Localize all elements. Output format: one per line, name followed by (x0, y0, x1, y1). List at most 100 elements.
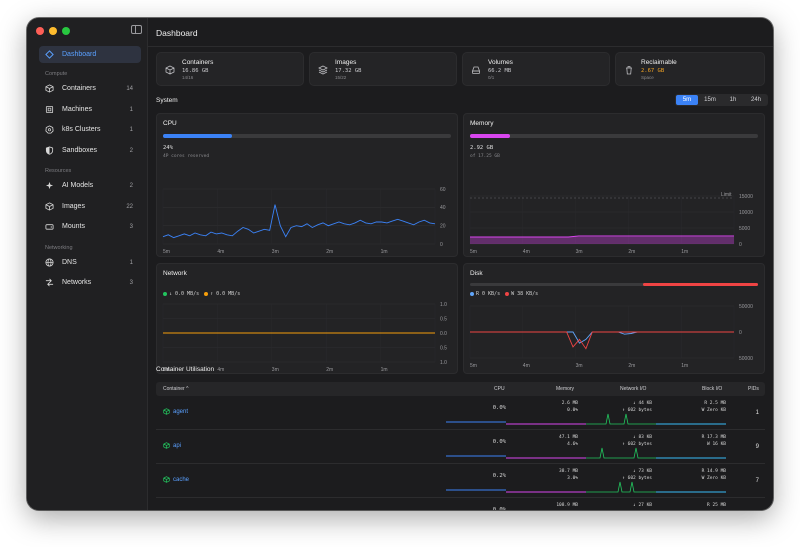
sidebar-item-containers[interactable]: Containers 14 (39, 80, 141, 97)
y-tick-label: 10000 (739, 210, 753, 216)
memory-cell: 2.6 MB (561, 401, 578, 406)
sidebar-item-ai-models[interactable]: AI Models 2 (39, 177, 141, 194)
memory-chart: 15000 10000 5000 0 5m 4m 3m 2m 1m Limit (469, 192, 753, 255)
x-tick-label: 3m (576, 363, 583, 369)
range-5m-button[interactable]: 5m (676, 95, 698, 105)
block-read-cell: R 17.3 MB (701, 435, 726, 440)
stat-label: Reclaimable (641, 59, 677, 66)
x-tick-label: 4m (217, 367, 224, 373)
cpu-cell: 0.0% (492, 507, 506, 510)
sidebar-item-mounts[interactable]: Mounts 3 (39, 218, 141, 235)
legend-down: ↓ 0.0 MB/s (163, 291, 199, 297)
column-header-container[interactable]: Container ^ (163, 386, 189, 392)
stat-card-containers[interactable]: Containers 16.86 GB 14/16 (156, 52, 304, 86)
cube-icon (45, 84, 54, 93)
network-icon (45, 278, 54, 287)
memory-usage-bar (470, 134, 758, 138)
y-tick-label: 1.0 (440, 360, 447, 366)
sidebar-item-networks[interactable]: Networks 3 (39, 274, 141, 291)
container-name-label: cache (173, 476, 190, 483)
sidebar-item-machines[interactable]: Machines 1 (39, 101, 141, 118)
series-area (470, 235, 734, 244)
sidebar-item-label: AI Models (62, 182, 94, 189)
column-header-memory[interactable]: Memory (556, 386, 575, 392)
stat-sub: Space (641, 75, 654, 80)
table-row[interactable]: api 0.0% 47.1 MB 4.6% ↓ 83 KB ↑ 602 bytes R 17… (156, 430, 765, 464)
row-sparklines (446, 481, 726, 493)
x-tick-label: 4m (523, 363, 530, 369)
block-read-cell: R 14.9 MB (701, 469, 726, 474)
sidebar-item-dns[interactable]: DNS 1 (39, 254, 141, 271)
pids-cell: 7 (755, 478, 759, 484)
column-header-pids[interactable]: PIDs (748, 386, 759, 392)
globe-icon (45, 258, 54, 267)
cpu-cell: 0.2% (492, 473, 506, 479)
machine-icon (45, 105, 54, 114)
stat-card-images[interactable]: Images 17.32 GB 15/22 (309, 52, 457, 86)
minimize-window-button[interactable] (49, 27, 57, 35)
panel-title: Disk (470, 270, 483, 277)
disk-activity-bar (470, 283, 758, 286)
cpu-value: 24% (163, 145, 173, 151)
network-out-cell: ↑ 602 bytes (622, 442, 652, 447)
table-row[interactable]: cache 0.2% 38.7 MB 3.0% ↓ 73 KB ↑ 602 bytes R … (156, 464, 765, 498)
container-name-label: api (173, 442, 182, 449)
network-panel: Network ↓ 0.0 MB/s ↑ 0.0 MB/s 1.0 0.5 0.0 0… (156, 263, 458, 374)
stat-label: Volumes (488, 59, 513, 66)
table-row[interactable]: 0.0% 108.9 MB ↓ 27 KB R 25 MB (156, 498, 765, 510)
range-1h-button[interactable]: 1h (729, 97, 737, 103)
x-tick-label: 5m (470, 363, 477, 369)
sidebar-item-sandboxes[interactable]: Sandboxes 2 (39, 142, 141, 159)
sidebar-item-dashboard[interactable]: Dashboard (39, 46, 141, 63)
range-24h-button[interactable]: 24h (750, 97, 761, 103)
container-name-label: agent (173, 408, 189, 415)
images-icon (45, 202, 54, 211)
zoom-window-button[interactable] (62, 27, 70, 35)
y-tick-label: 60 (440, 187, 446, 193)
x-tick-label: 3m (272, 367, 279, 373)
stat-card-reclaimable[interactable]: Reclaimable 2.67 GB Space (615, 52, 765, 86)
app-window: Dashboard Compute Containers 14 Machines… (27, 18, 773, 510)
stat-label: Images (335, 59, 357, 66)
table-row[interactable]: agent 0.0% 2.6 MB 0.0% ↓ 44 KB ↑ 602 bytes R 2… (156, 396, 765, 430)
layers-icon (318, 62, 328, 75)
sidebar-item-label: Mounts (62, 223, 85, 230)
stat-card-volumes[interactable]: Volumes 66.2 MB 0/1 (462, 52, 610, 86)
window-controls (36, 27, 70, 35)
sidebar-item-count: 1 (129, 259, 133, 266)
cube-icon (163, 442, 170, 449)
x-tick-label: 4m (523, 249, 530, 255)
sidebar-item-k8s-clusters[interactable]: k8s Clusters 1 (39, 121, 141, 138)
main-content: Dashboard Containers 16.86 GB 14/16 Imag… (148, 18, 773, 510)
network-in-cell: ↓ 73 KB (633, 469, 652, 474)
column-header-cpu[interactable]: CPU (494, 386, 505, 392)
cube-icon (163, 408, 170, 415)
network-out-cell: ↑ 602 bytes (622, 408, 652, 413)
title-divider (148, 46, 773, 47)
range-15m-button[interactable]: 15m (704, 97, 716, 103)
container-name[interactable]: cache (163, 476, 189, 483)
disk-legend: R 0 KB/s W 38 KB/s (470, 291, 538, 297)
network-down-value: ↓ 0.0 MB/s (169, 291, 200, 297)
sidebar-item-images[interactable]: Images 22 (39, 198, 141, 215)
sidebar-toggle-icon[interactable] (131, 25, 142, 34)
panel-title: CPU (163, 120, 177, 127)
cpu-chart: 60 40 20 0 5m 4m 3m 2m 1m (162, 187, 446, 255)
column-header-block[interactable]: Block I/O (702, 386, 723, 392)
stat-value: 2.67 GB (641, 68, 665, 74)
x-tick-label: 1m (381, 367, 388, 373)
container-name[interactable]: api (163, 442, 181, 449)
network-in-cell: ↓ 27 KB (633, 503, 652, 508)
disk-read-value: R 0 KB/s (476, 291, 501, 297)
sidebar-item-count: 2 (129, 147, 133, 154)
column-header-network[interactable]: Network I/O (620, 386, 647, 392)
drive-icon (471, 62, 481, 74)
close-window-button[interactable] (36, 27, 44, 35)
cube-icon (163, 476, 170, 483)
stat-value: 17.32 GB (335, 68, 362, 74)
row-sparklines (446, 413, 726, 425)
sidebar-item-count: 3 (129, 279, 133, 286)
y-tick-label: 40 (440, 205, 446, 211)
container-name[interactable]: agent (163, 408, 188, 415)
memory-sub: of 17.25 GB (470, 154, 500, 159)
